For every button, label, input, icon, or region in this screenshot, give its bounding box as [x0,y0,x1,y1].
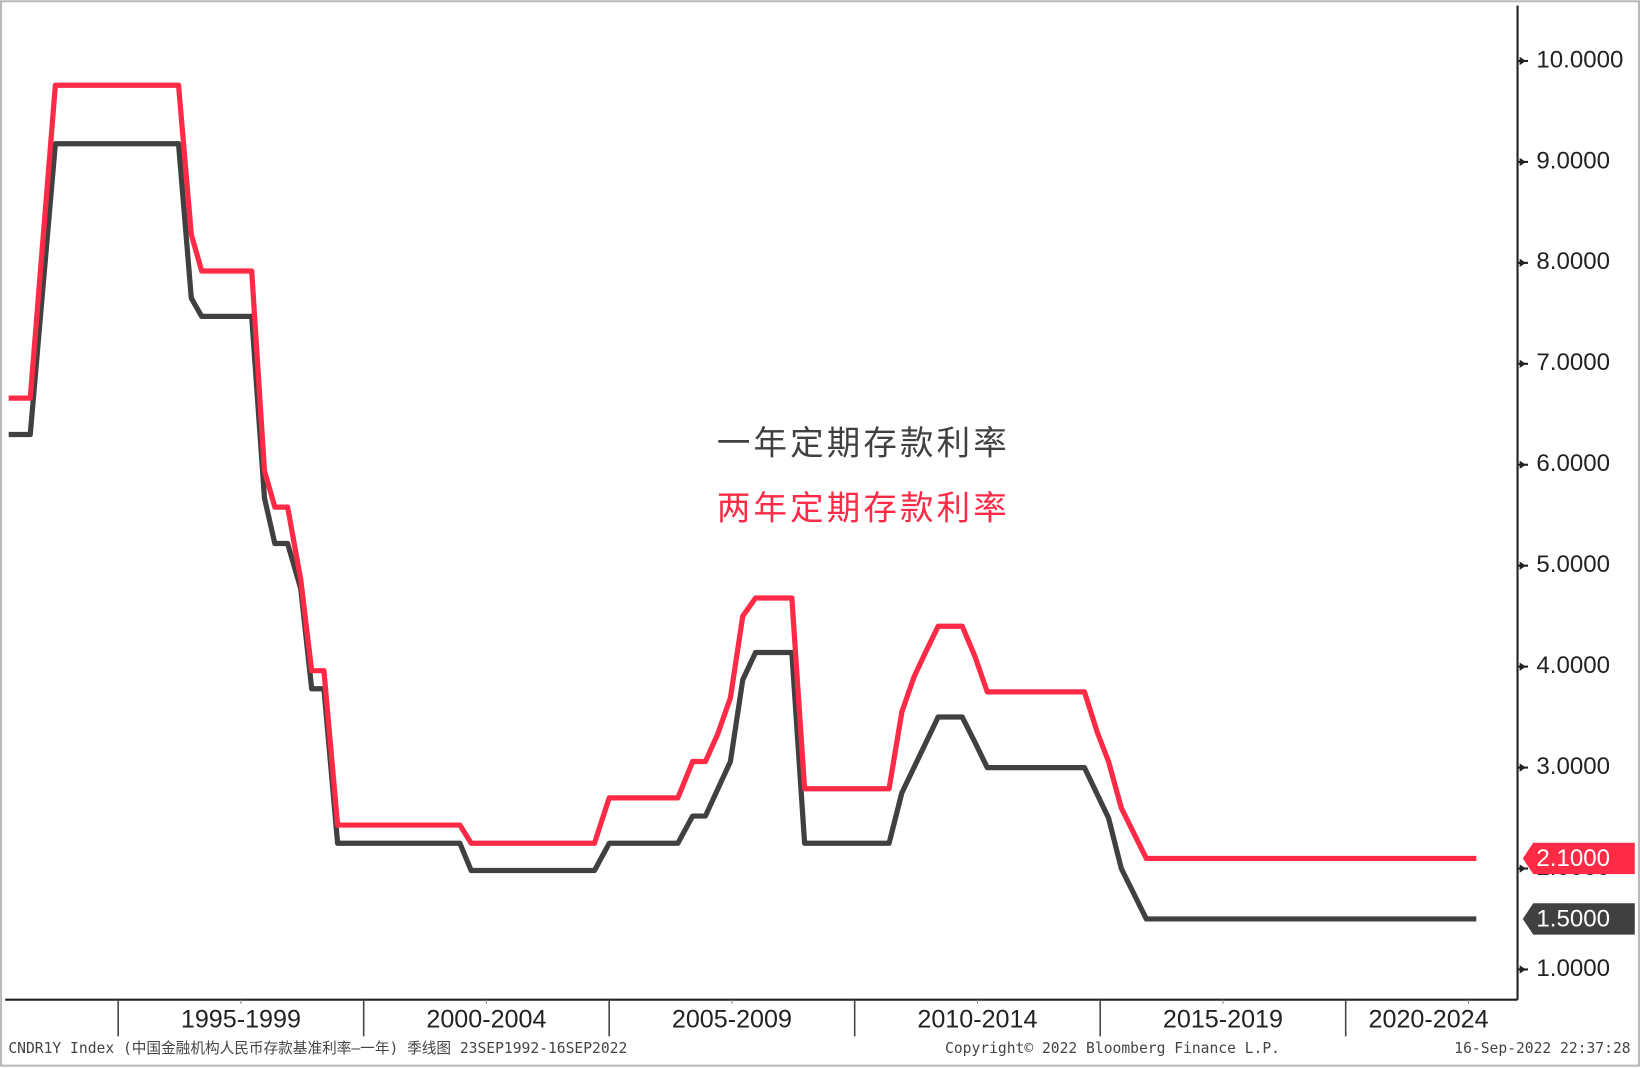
y-tick-label: 4.0000 [1536,652,1610,679]
last-value-tag [1522,842,1635,875]
legend-entry: 一年定期存款利率 [717,424,1010,463]
y-tick-label: 1.0000 [1536,955,1610,982]
y-tick-label: 5.0000 [1536,551,1610,578]
x-tick-label: 2010-2014 [917,1005,1037,1033]
y-tick-arrow [1519,258,1526,268]
last-value-label: 1.5000 [1536,905,1610,932]
x-tick-label: 2020-2024 [1369,1005,1489,1033]
series-line [8,141,1477,922]
series-line [8,82,1477,862]
y-tick-label: 6.0000 [1536,450,1610,477]
y-tick-arrow [1519,965,1526,974]
legend-entry: 两年定期存款利率 [717,488,1010,527]
y-tick-arrow [1519,763,1526,772]
x-tick-label: 1995-1999 [181,1005,301,1033]
y-tick-label: 3.0000 [1536,753,1610,780]
footer-left: CNDR1Y Index (中国金融机构人民币存款基准利率—一年) 季线图 23… [8,1040,627,1057]
last-value-tag [1522,903,1635,935]
y-tick-arrow [1519,56,1526,66]
y-tick-arrow [1519,359,1526,368]
y-tick-label: 7.0000 [1536,349,1610,376]
y-tick-label: 8.0000 [1536,248,1610,275]
y-tick-label: 9.0000 [1536,147,1610,174]
x-tick-label: 2005-2009 [672,1005,792,1033]
footer-center: Copyright© 2022 Bloomberg Finance L.P. [945,1040,1280,1057]
y-tick-arrow [1519,460,1526,469]
last-value-label: 2.1000 [1536,845,1610,872]
x-tick-label: 2015-2019 [1163,1005,1283,1033]
y-tick-arrow [1519,157,1526,167]
y-tick-arrow [1519,864,1526,873]
footer-right: 16-Sep-2022 22:37:28 [1454,1040,1630,1057]
x-tick-label: 2000-2004 [426,1005,546,1033]
y-tick-arrow [1519,561,1526,570]
y-tick-arrow [1519,662,1526,671]
y-tick-label: 10.0000 [1536,46,1623,73]
